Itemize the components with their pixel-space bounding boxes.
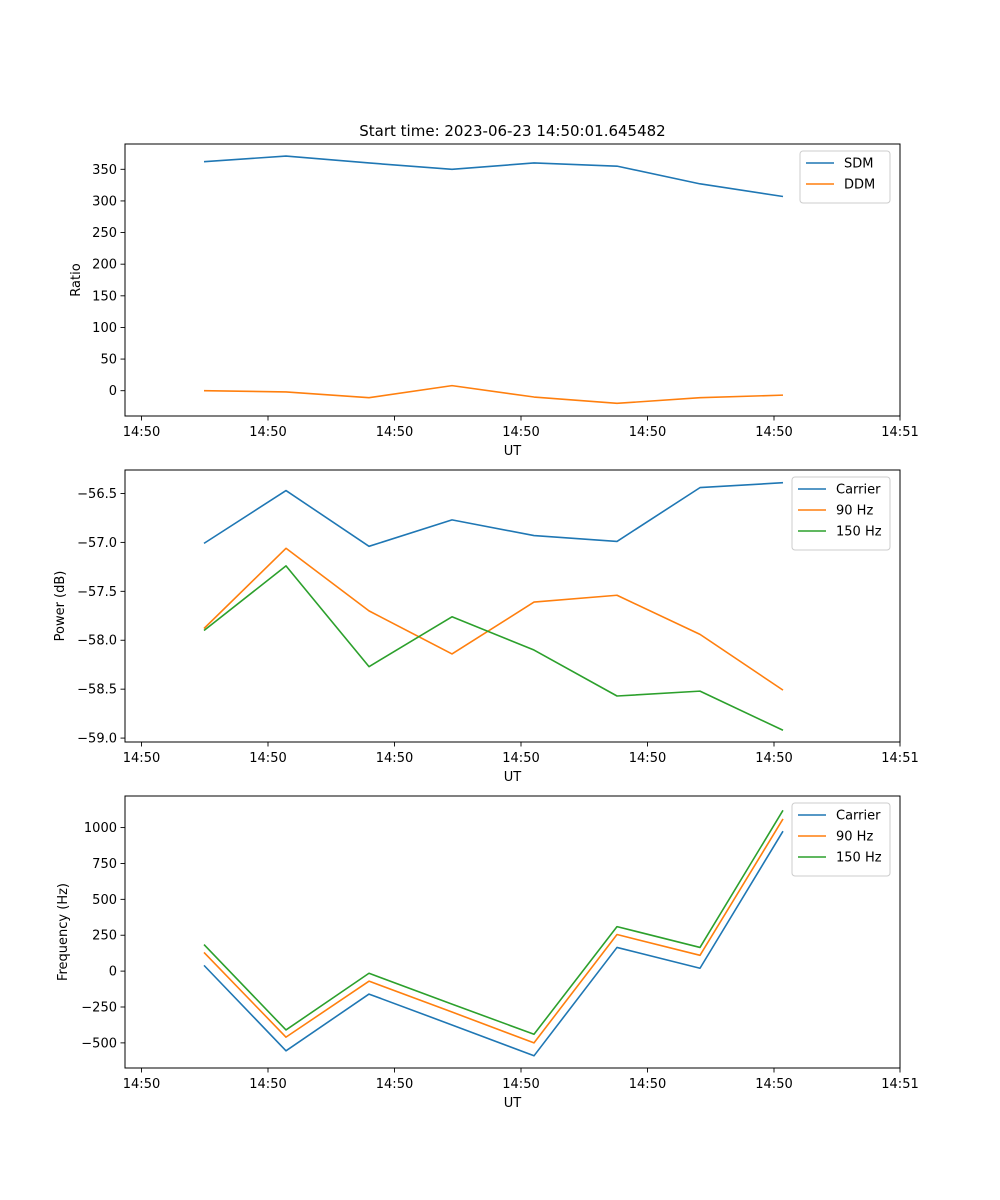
- series-line-150-hz: [203, 809, 784, 1036]
- y-tick-label: 50: [100, 353, 117, 368]
- y-tick-label: 250: [92, 226, 117, 241]
- chart-panel-2: 14:50 14:50 14:50 14:50 14:50 14:50 14:51 −59.0…: [53, 469, 919, 785]
- x-tick-label: 14:51: [881, 751, 918, 766]
- x-tick-label: 14:50: [502, 1077, 539, 1092]
- x-axis-label: UT: [504, 1096, 522, 1111]
- y-tick-label: −56.5: [77, 487, 117, 502]
- x-tick-label: 14:50: [502, 425, 539, 440]
- y-axis-label: Power (dB): [53, 571, 68, 642]
- series-line-ddm: [203, 384, 784, 405]
- figure-title: Start time: 2023-06-23 14:50:01.645482: [359, 122, 665, 140]
- y-tick-label: 150: [92, 289, 117, 304]
- y-tick-label: 250: [92, 929, 117, 944]
- y-tick-label: 350: [92, 163, 117, 178]
- x-axis-label: UT: [504, 444, 522, 459]
- axes-frame: [124, 143, 901, 417]
- x-tick-label: 14:51: [881, 1077, 918, 1092]
- legend-label: 90 Hz: [836, 504, 873, 519]
- axes-frame: [124, 469, 901, 743]
- x-tick-label: 14:50: [755, 1077, 792, 1092]
- legend-label: SDM: [844, 157, 873, 172]
- x-tick-label: 14:50: [755, 751, 792, 766]
- y-tick-label: −58.0: [77, 634, 117, 649]
- y-tick-label: −58.5: [77, 683, 117, 698]
- legend: Carrier 90 Hz 150 Hz: [791, 802, 891, 877]
- legend-box: [799, 150, 891, 204]
- x-tick-label: 14:50: [123, 425, 160, 440]
- axes-frame: [124, 795, 901, 1069]
- chart-panel-1: 14:50 14:50 14:50 14:50 14:50 14:50 14:51 0 50 10…: [69, 143, 919, 459]
- x-tick-label: 14:50: [502, 751, 539, 766]
- y-tick-label: 300: [92, 194, 117, 209]
- x-tick-label: 14:50: [123, 1077, 160, 1092]
- x-axis-label: UT: [504, 770, 522, 785]
- y-tick-label: 100: [92, 321, 117, 336]
- x-tick-label: 14:50: [376, 1077, 413, 1092]
- legend: SDM DDM: [799, 150, 891, 204]
- chart-panel-3: 14:50 14:50 14:50 14:50 14:50 14:50 14:51 −500 −…: [56, 795, 919, 1111]
- x-tick-label: 14:50: [249, 1077, 286, 1092]
- legend-label: 150 Hz: [836, 851, 882, 866]
- y-tick-label: 750: [92, 857, 117, 872]
- y-axis-label: Ratio: [69, 263, 84, 296]
- legend-label: Carrier: [836, 483, 881, 498]
- y-tick-label: 1000: [84, 821, 117, 836]
- legend-label: DDM: [844, 178, 875, 193]
- x-tick-label: 14:50: [629, 1077, 666, 1092]
- x-tick-label: 14:50: [376, 751, 413, 766]
- legend-label: 150 Hz: [836, 525, 882, 540]
- x-tick-label: 14:50: [629, 751, 666, 766]
- series-line-90-hz: [203, 818, 784, 1044]
- y-tick-label: 0: [109, 384, 117, 399]
- series-line-sdm: [203, 155, 784, 198]
- series-line-carrier: [203, 830, 784, 1057]
- legend: Carrier 90 Hz 150 Hz: [791, 476, 891, 551]
- y-tick-label: −250: [81, 1000, 117, 1015]
- x-tick-label: 14:51: [881, 425, 918, 440]
- y-tick-label: −57.0: [77, 536, 117, 551]
- y-tick-label: −500: [81, 1036, 117, 1051]
- y-tick-label: 0: [109, 965, 117, 980]
- charts-layer: 14:50 14:50 14:50 14:50 14:50 14:50 14:51 0 50 10…: [53, 143, 919, 1111]
- legend-label: 90 Hz: [836, 830, 873, 845]
- series-line-90-hz: [203, 547, 784, 691]
- x-tick-label: 14:50: [629, 425, 666, 440]
- x-tick-label: 14:50: [249, 425, 286, 440]
- y-tick-label: 200: [92, 258, 117, 273]
- y-tick-label: −57.5: [77, 585, 117, 600]
- x-tick-label: 14:50: [249, 751, 286, 766]
- series-line-carrier: [203, 481, 784, 548]
- y-axis-label: Frequency (Hz): [56, 883, 71, 981]
- x-tick-label: 14:50: [123, 751, 160, 766]
- x-tick-label: 14:50: [376, 425, 413, 440]
- y-tick-label: 500: [92, 893, 117, 908]
- x-tick-label: 14:50: [755, 425, 792, 440]
- legend-label: Carrier: [836, 809, 881, 824]
- y-tick-label: −59.0: [77, 732, 117, 747]
- series-line-150-hz: [203, 565, 784, 731]
